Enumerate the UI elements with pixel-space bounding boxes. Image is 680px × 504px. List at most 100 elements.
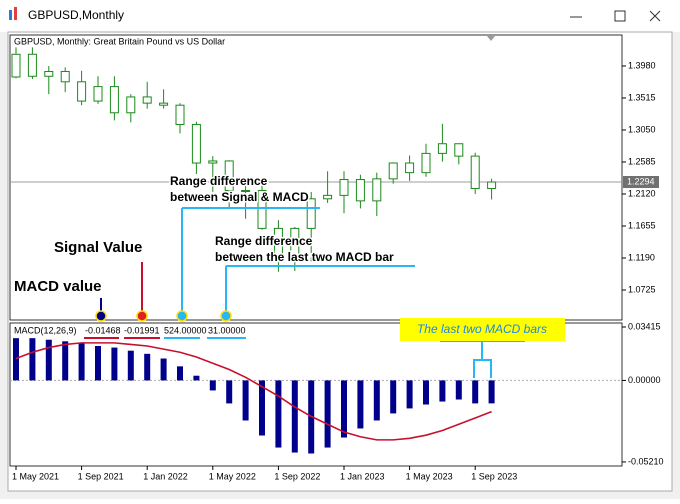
annotation-dots: [95, 310, 232, 322]
macd-label: MACD(12,26,9): [14, 325, 77, 335]
y-tick-label: 1.3980: [628, 60, 656, 70]
candle-body: [159, 102, 169, 106]
candle-body: [306, 198, 316, 229]
y-tick-label: -0.05210: [628, 456, 664, 466]
macd-value: -0.01468: [85, 325, 121, 335]
candle-body: [191, 123, 201, 164]
annotation: Range difference: [170, 174, 268, 188]
x-tick-label: 1 Jan 2023: [340, 471, 385, 481]
annotation: Signal Value: [54, 239, 142, 256]
macd-bar: [111, 347, 118, 381]
shift-marker: [487, 36, 495, 41]
annotation: The last two MACD bars: [417, 322, 547, 336]
candle-body: [339, 179, 349, 196]
candle-body: [126, 96, 136, 114]
title-bar: [0, 0, 680, 32]
y-tick-label: 1.2120: [628, 188, 656, 198]
macd-bar: [193, 375, 200, 381]
y-tick-label: 1.1190: [628, 252, 655, 262]
candle-body: [109, 86, 119, 114]
candle-body: [44, 70, 54, 77]
x-tick-label: 1 Sep 2021: [78, 471, 124, 481]
candle-body: [454, 143, 464, 157]
range-value: 524.00000: [164, 325, 207, 335]
candle-body: [437, 143, 447, 154]
chart-label: GBPUSD, Monthly: Great Britain Pound vs …: [14, 36, 225, 46]
macd-bar: [160, 358, 167, 381]
macd-bar: [226, 380, 233, 404]
macd-bar: [242, 380, 249, 421]
macd-bar: [357, 380, 364, 429]
macd-bar: [324, 380, 331, 448]
candle-body: [257, 190, 267, 229]
candle-body: [60, 70, 70, 83]
x-tick-label: 1 Sep 2023: [471, 471, 517, 481]
price-panel: [9, 34, 623, 321]
macd-bar: [341, 380, 347, 438]
macd-panel: [9, 322, 623, 467]
macd-bar: [390, 380, 397, 414]
macd-bar: [488, 380, 495, 404]
annotation: MACD value: [14, 278, 102, 295]
current-price-label: 1.2294: [627, 176, 655, 186]
macd-bar: [472, 380, 479, 404]
candle-body: [142, 96, 152, 104]
candle-body: [388, 162, 398, 180]
candle-body: [487, 181, 497, 189]
current-price-box: [623, 176, 659, 189]
candle-body: [421, 152, 431, 174]
macd-bar: [373, 380, 380, 421]
y-tick-label: 0.00000: [628, 375, 661, 385]
macd-bar: [95, 345, 101, 381]
signal-value: -0.01991: [124, 325, 160, 335]
window-title: GBPUSD,Monthly: [28, 8, 124, 22]
candle-body: [405, 162, 415, 174]
annotation: Range difference: [215, 234, 313, 248]
macd-bar: [275, 380, 282, 448]
y-tick-label: 0.03415: [628, 321, 661, 331]
y-tick-label: 1.3050: [628, 124, 656, 134]
macd-bar: [406, 380, 413, 409]
y-tick-label: 1.2585: [628, 156, 656, 166]
candle-body: [224, 160, 234, 192]
close-button[interactable]: [649, 10, 661, 22]
candle-body: [290, 227, 300, 260]
candle-body: [11, 53, 21, 78]
x-tick-label: 1 Sep 2022: [274, 471, 320, 481]
macd-bar: [439, 380, 446, 402]
macd-bar: [62, 341, 69, 381]
y-tick-label: 1.1655: [628, 220, 656, 230]
candle-body: [175, 104, 185, 125]
macd-bar: [259, 380, 265, 436]
candle-body: [241, 190, 251, 193]
candle-body: [208, 160, 218, 164]
bars-value: 31.00000: [208, 325, 246, 335]
maximize-button[interactable]: [614, 10, 626, 22]
app-icon: [9, 7, 17, 20]
x-tick-label: 1 Jan 2022: [143, 471, 188, 481]
macd-bar: [78, 342, 85, 381]
annotation: between the last two MACD bar: [215, 250, 394, 264]
candle-body: [355, 179, 365, 202]
candle-body: [93, 86, 103, 102]
annotation-box: [400, 318, 565, 341]
x-tick-label: 1 May 2022: [209, 471, 256, 481]
macd-bar: [177, 366, 183, 381]
x-tick-label: 1 May 2021: [12, 471, 59, 481]
y-tick-label: 1.0725: [628, 284, 656, 294]
candle-body: [77, 81, 87, 102]
signal-line: [15, 342, 492, 441]
macd-bar: [455, 380, 462, 400]
macd-bar: [291, 380, 298, 453]
x-tick-label: 1 May 2023: [406, 471, 453, 481]
macd-bar: [144, 353, 151, 381]
macd-bar: [423, 380, 429, 405]
macd-bar: [127, 350, 134, 381]
candle-body: [323, 194, 333, 200]
macd-bar: [29, 338, 36, 381]
candle-body: [470, 155, 480, 189]
macd-bar: [209, 380, 216, 391]
candle-body: [372, 178, 382, 202]
macd-bar: [45, 339, 52, 381]
